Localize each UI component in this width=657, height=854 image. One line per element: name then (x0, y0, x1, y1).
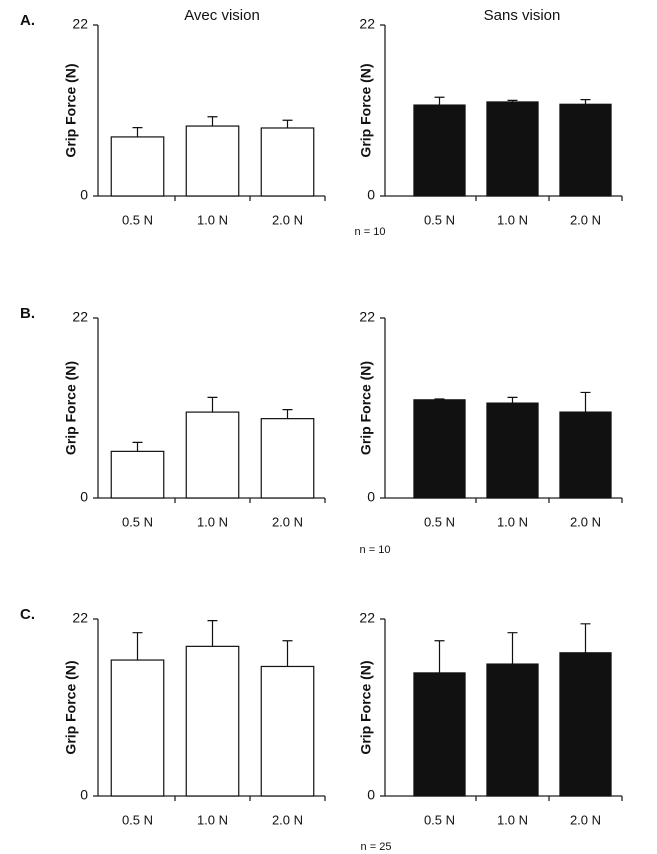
error-bar (207, 116, 218, 127)
x-tick-label: 2.0 N (272, 514, 303, 529)
sample-size: n = 10 (355, 226, 386, 238)
column-title: Avec vision (184, 7, 260, 24)
x-tick-label: 1.0 N (497, 212, 528, 227)
sample-size: n = 25 (361, 841, 392, 853)
error-bar (580, 99, 591, 105)
x-tick-label: 1.0 N (497, 514, 528, 529)
bar (559, 103, 612, 197)
y-tick-label: 22 (359, 309, 375, 325)
y-tick-label: 0 (367, 489, 375, 505)
x-tick-label: 0.5 N (122, 514, 153, 529)
error-bar (434, 640, 445, 673)
bar (110, 136, 165, 197)
panel-label: A. (20, 12, 35, 29)
y-axis-label: Grip Force (N) (358, 63, 374, 157)
error-bar (282, 640, 293, 667)
bar (413, 672, 466, 797)
bar (559, 411, 612, 499)
x-tick-label: 0.5 N (424, 812, 455, 827)
x-tick-label: 0.5 N (122, 212, 153, 227)
y-tick-label: 0 (80, 187, 88, 203)
error-bar (282, 119, 293, 128)
error-bar (580, 391, 591, 413)
error-bar (434, 96, 445, 106)
y-tick-label: 22 (359, 610, 375, 626)
error-bar (207, 620, 218, 647)
bar (185, 125, 240, 197)
y-axis-label: Grip Force (N) (358, 361, 374, 455)
error-bar (507, 99, 518, 102)
x-tick-label: 2.0 N (570, 212, 601, 227)
x-tick-label: 2.0 N (272, 212, 303, 227)
error-bar (507, 632, 518, 665)
bar (110, 659, 165, 797)
bar (260, 127, 315, 197)
bar (185, 645, 240, 797)
x-tick-label: 1.0 N (197, 812, 228, 827)
bar (260, 418, 315, 499)
x-tick-label: 0.5 N (424, 212, 455, 227)
error-bar (132, 127, 143, 137)
y-tick-label: 0 (80, 489, 88, 505)
bar (559, 652, 612, 797)
column-title: Sans vision (484, 7, 561, 24)
bar (486, 663, 539, 797)
x-tick-label: 2.0 N (272, 812, 303, 827)
y-tick-label: 0 (367, 787, 375, 803)
y-tick-label: 22 (72, 610, 88, 626)
bar (110, 450, 165, 499)
y-axis-label: Grip Force (N) (358, 660, 374, 754)
bar (413, 104, 466, 197)
panel-label: B. (20, 305, 35, 322)
error-bar (132, 441, 143, 452)
x-tick-label: 1.0 N (197, 212, 228, 227)
y-tick-label: 0 (80, 787, 88, 803)
x-tick-label: 0.5 N (122, 812, 153, 827)
x-tick-label: 2.0 N (570, 812, 601, 827)
error-bar (507, 396, 518, 404)
error-bar (282, 409, 293, 419)
panel-label: C. (20, 606, 35, 623)
bar (260, 665, 315, 797)
y-tick-label: 22 (72, 309, 88, 325)
y-tick-label: 22 (72, 16, 88, 32)
x-tick-label: 1.0 N (497, 812, 528, 827)
sample-size: n = 10 (360, 544, 391, 556)
y-axis-label: Grip Force (N) (63, 63, 79, 157)
x-tick-label: 2.0 N (570, 514, 601, 529)
error-bar (580, 623, 591, 653)
error-bar (132, 632, 143, 661)
error-bar (434, 398, 445, 400)
error-bar (207, 396, 218, 413)
bar (413, 399, 466, 499)
y-axis-label: Grip Force (N) (63, 660, 79, 754)
x-tick-label: 1.0 N (197, 514, 228, 529)
y-tick-label: 0 (367, 187, 375, 203)
y-axis-label: Grip Force (N) (63, 361, 79, 455)
bar (185, 411, 240, 499)
bar (486, 402, 539, 499)
bar (486, 101, 539, 197)
y-tick-label: 22 (359, 16, 375, 32)
x-tick-label: 0.5 N (424, 514, 455, 529)
